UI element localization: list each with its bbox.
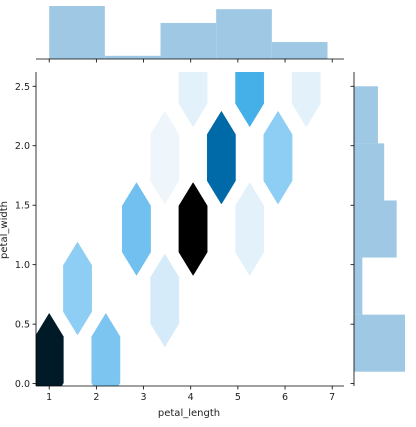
right-hist-bar-0 (354, 314, 405, 372)
y-tick-label-0: 0.0 (15, 379, 30, 390)
right-hist-bar-3 (354, 143, 385, 201)
x-tick-label-3: 4 (188, 392, 194, 403)
hexbin-layer (36, 72, 321, 386)
hexbin-cell-3 (122, 182, 151, 276)
hexbin-cell-6 (178, 72, 208, 128)
x-tick-label-2: 3 (141, 392, 147, 403)
hexbin-cell-7 (178, 182, 208, 276)
right-hist-bar-2 (354, 200, 397, 258)
top-hist-bar-2 (160, 22, 217, 59)
hexbin-cell-1 (63, 241, 92, 336)
hexbin-cell-11 (263, 110, 293, 205)
y-tick-label-4: 2.0 (15, 141, 30, 152)
hexbin-cell-8 (206, 110, 236, 205)
right-hist-bar-4 (354, 86, 378, 144)
x-tick-label-6: 7 (329, 392, 335, 403)
top-hist-bar-4 (271, 42, 328, 59)
top-hist-bar-1 (104, 55, 161, 59)
right-marginal-histogram (353, 72, 405, 386)
hexbin-cell-2 (91, 312, 121, 386)
y-tick-label-5: 2.5 (15, 82, 30, 93)
hexbin-cell-10 (235, 182, 265, 276)
hexbin-cell-5 (150, 253, 180, 348)
top-hist-bar-3 (216, 9, 272, 59)
hexbin-cell-0 (36, 312, 64, 386)
top-marginal-histogram (36, 6, 344, 60)
y-tick-label-2: 1.0 (15, 260, 30, 271)
axes-layer: 1 2 3 4 5 6 7 0.0 0.5 1.0 1.5 2.0 2.5 (15, 59, 354, 403)
hexbin-cell-9 (235, 72, 265, 128)
hexbin-cell-12 (291, 72, 321, 128)
hexbin-cell-4 (150, 110, 180, 205)
y-tick-label-3: 1.5 (15, 201, 30, 212)
x-tick-label-5: 6 (282, 392, 288, 403)
x-tick-label-0: 1 (46, 392, 52, 403)
x-axis-label: petal_length (158, 408, 220, 419)
y-tick-label-1: 0.5 (15, 320, 30, 331)
x-tick-label-4: 5 (235, 392, 241, 403)
y-axis-label: petal_width (0, 201, 10, 259)
top-hist-bar-0 (49, 6, 105, 59)
x-tick-label-1: 2 (93, 392, 99, 403)
right-hist-bar-1 (354, 257, 363, 315)
